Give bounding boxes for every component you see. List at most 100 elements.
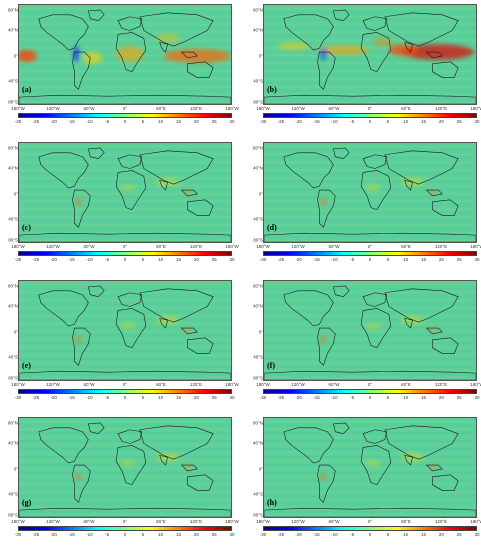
colorbar-tick-label: 25 xyxy=(211,119,217,124)
latitude-label: 80°S xyxy=(8,237,18,243)
coastline xyxy=(425,51,443,59)
latitude-label: 0° xyxy=(258,329,263,335)
latitude-label: 40°S xyxy=(8,491,18,497)
field-band xyxy=(264,471,476,474)
colorbar-tick-label: 15 xyxy=(175,532,182,537)
field-band xyxy=(19,200,231,203)
field-band xyxy=(19,315,231,317)
map-panel: (d) 80°N 40°N 0° 40°S 80°S 180°W 120°W 60°W 0° 60°… xyxy=(253,138,481,267)
field-band xyxy=(19,362,231,364)
coastline xyxy=(332,147,350,160)
latitude-label: 40°S xyxy=(253,354,263,360)
coastline xyxy=(87,9,105,22)
longitude-label: 120°E xyxy=(434,244,448,249)
colorbar-tick-label: 25 xyxy=(211,532,217,537)
colorbar-tick-label: 0 xyxy=(368,395,372,400)
colorbar-tick-label: 30 xyxy=(474,395,480,400)
field-band xyxy=(19,330,231,333)
anomaly-region xyxy=(320,197,327,206)
field-band xyxy=(19,483,231,485)
coastline xyxy=(117,292,143,307)
longitude-label: 180°W xyxy=(11,106,25,111)
longitude-label: 120°E xyxy=(189,244,203,249)
latitude-label: 80°N xyxy=(253,7,264,13)
panel-label: (c) xyxy=(22,223,31,232)
anomaly-region xyxy=(120,460,136,467)
field-band xyxy=(264,334,476,337)
longitude-label: 60°E xyxy=(401,519,411,524)
colorbar-tick-label: 10 xyxy=(403,532,409,537)
coastline xyxy=(72,464,91,503)
coastline xyxy=(87,422,105,435)
field-band xyxy=(19,319,231,321)
anomaly-region xyxy=(317,45,370,55)
field-band xyxy=(264,420,476,423)
field-band xyxy=(264,374,476,376)
colorbar-tick-label: -15 xyxy=(68,119,75,124)
colorbar-tick-label: 30 xyxy=(229,257,235,262)
field-band xyxy=(264,173,476,175)
longitude-label: 60°E xyxy=(401,244,411,249)
field-band xyxy=(264,39,476,41)
anomaly-region xyxy=(277,42,310,51)
field-band xyxy=(264,181,476,183)
coastline xyxy=(384,288,459,323)
latitude-label: 40°N xyxy=(8,165,19,171)
colorbar-tick-label: -20 xyxy=(50,119,57,124)
colorbar-tick-label: 25 xyxy=(211,395,217,400)
coastline xyxy=(360,32,392,73)
anomaly-region xyxy=(73,46,80,62)
map-plot xyxy=(18,280,232,381)
coastline xyxy=(384,12,459,47)
map-svg xyxy=(264,418,476,517)
field-band xyxy=(264,70,476,72)
coastline xyxy=(332,285,350,298)
coastline xyxy=(159,41,168,53)
field-band xyxy=(264,444,476,446)
field-band xyxy=(19,165,231,167)
coastline xyxy=(283,427,334,464)
anomaly-region xyxy=(320,335,327,344)
map-panel: (e) 80°N 40°N 0° 40°S 80°S 180°W 120°W 60°W 0° 60°… xyxy=(8,276,239,405)
colorbar-tick-label: -25 xyxy=(277,119,285,124)
field-band xyxy=(19,507,231,509)
field-band xyxy=(264,491,476,493)
field-band xyxy=(19,334,231,337)
colorbar-tick-label: -15 xyxy=(68,532,75,537)
field-band xyxy=(19,444,231,446)
latitude-label: 40°N xyxy=(253,440,264,446)
colorbar xyxy=(18,251,232,256)
colorbar-tick-label: -20 xyxy=(295,395,302,400)
field-band xyxy=(19,19,231,21)
colorbar-tick-label: 20 xyxy=(193,119,199,124)
field-band xyxy=(264,208,476,210)
longitude-label: 0° xyxy=(367,244,373,249)
coastline xyxy=(317,327,336,366)
latitude-label: 0° xyxy=(258,191,263,197)
colorbar-tick-label: -25 xyxy=(277,257,285,262)
longitude-label: 120°W xyxy=(46,106,60,111)
field-band xyxy=(264,192,476,195)
field-band xyxy=(19,291,231,293)
latitude-label: 40°S xyxy=(8,78,18,84)
colorbar-tick-label: 5 xyxy=(141,532,145,537)
field-band xyxy=(19,94,231,96)
latitude-label: 80°N xyxy=(253,283,264,289)
coastline xyxy=(117,429,143,444)
coastline xyxy=(360,445,392,486)
panel-label: (g) xyxy=(22,498,32,507)
latitude-label: 0° xyxy=(13,53,18,59)
colorbar-tick-label: -20 xyxy=(295,119,302,124)
colorbar xyxy=(18,113,232,118)
colorbar-tick-label: -10 xyxy=(331,532,338,537)
field-band xyxy=(19,448,231,450)
field-band xyxy=(19,82,231,84)
coastline xyxy=(139,288,214,323)
colorbar-tick-label: -5 xyxy=(350,257,355,262)
colorbar-tick-label: -15 xyxy=(313,257,320,262)
longitude-label: 60°W xyxy=(83,519,95,524)
colorbar xyxy=(263,389,477,394)
colorbar-tick-label: 20 xyxy=(193,257,199,262)
coastline xyxy=(425,464,443,472)
